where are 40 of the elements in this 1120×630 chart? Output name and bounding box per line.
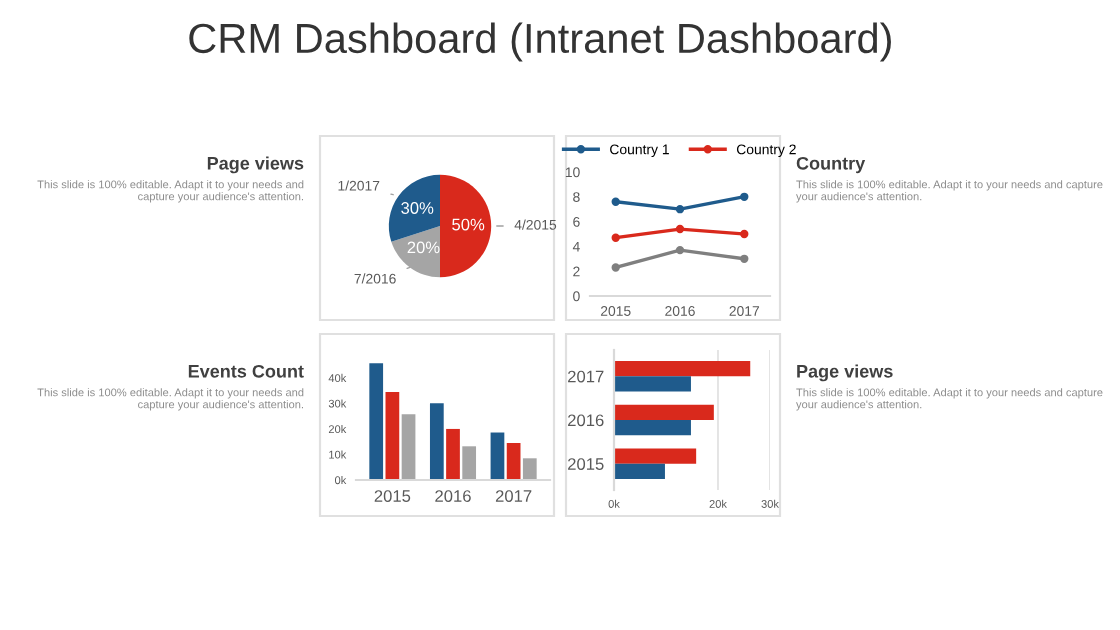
text: Page views bbox=[207, 156, 304, 174]
x-tick-label: 2017 bbox=[495, 490, 532, 502]
point bbox=[611, 197, 620, 206]
bar bbox=[462, 446, 477, 480]
y-tick-label: 2015 bbox=[568, 458, 604, 470]
bar bbox=[506, 442, 521, 480]
data-label: 20% bbox=[407, 241, 440, 254]
bar bbox=[429, 403, 444, 480]
bar bbox=[614, 463, 665, 480]
pie-slice bbox=[440, 174, 492, 278]
y-tick-label: 2016 bbox=[568, 414, 604, 427]
data-label: 50% bbox=[452, 218, 485, 231]
point bbox=[675, 224, 685, 234]
point bbox=[740, 192, 749, 201]
bar bbox=[369, 363, 384, 480]
bar bbox=[614, 376, 691, 392]
pie-slice bbox=[388, 174, 440, 242]
bar bbox=[446, 428, 460, 480]
point bbox=[675, 205, 685, 214]
bar bbox=[385, 391, 400, 480]
bar bbox=[614, 404, 714, 420]
bar bbox=[490, 432, 505, 480]
bar bbox=[614, 448, 697, 464]
point bbox=[611, 263, 620, 272]
point bbox=[675, 245, 685, 255]
bar bbox=[401, 414, 416, 480]
point bbox=[611, 233, 620, 242]
y-tick-label: 2017 bbox=[568, 370, 604, 383]
bar bbox=[522, 458, 537, 480]
x-tick-label: 2015 bbox=[374, 490, 411, 502]
text: Page views bbox=[797, 364, 893, 382]
text: Country bbox=[796, 156, 866, 174]
point bbox=[740, 254, 749, 263]
bar bbox=[614, 360, 751, 377]
point bbox=[740, 229, 749, 239]
text: Events Count bbox=[188, 364, 304, 378]
data-label: 30% bbox=[401, 202, 434, 214]
x-tick-label: 2016 bbox=[435, 490, 471, 502]
bar bbox=[614, 420, 691, 436]
text: CRM Dashboard (Intranet Dashboard) bbox=[189, 22, 891, 62]
